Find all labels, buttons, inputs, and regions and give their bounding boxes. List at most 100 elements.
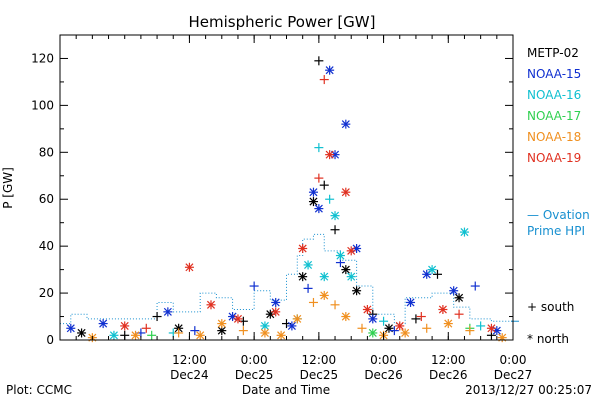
data-point-noaa-16-south — [325, 194, 335, 204]
data-point-noaa-15-north — [368, 314, 378, 324]
data-point-noaa-16-north — [427, 265, 437, 275]
x-tick-label-date: Dec26 — [364, 368, 403, 382]
data-point-noaa-16-north — [303, 260, 313, 270]
data-point-noaa-19-north — [271, 307, 281, 317]
y-axis-label: P [GW] — [1, 167, 15, 209]
legend-item-metp-02: METP-02 — [527, 46, 579, 60]
data-point-noaa-15-north — [449, 286, 459, 296]
data-point-noaa-19-north — [395, 321, 405, 331]
data-point-noaa-19-south — [314, 173, 324, 183]
data-point-noaa-19-north — [184, 262, 194, 272]
data-point-noaa-18-north — [131, 330, 140, 340]
data-point-metp-02-south — [319, 180, 329, 190]
data-point-noaa-15-north — [287, 321, 297, 331]
data-point-noaa-16-north — [335, 251, 345, 261]
data-point-noaa-16-north — [319, 272, 329, 282]
data-point-noaa-18-north — [319, 290, 329, 300]
x-axis-label: Date and Time — [242, 383, 330, 397]
data-point-noaa-15-north — [341, 119, 351, 129]
data-point-noaa-18-south — [308, 297, 318, 307]
x-tick-label-date: Dec27 — [494, 368, 533, 382]
data-point-noaa-18-south — [174, 328, 184, 338]
data-point-noaa-19-north — [362, 305, 372, 314]
data-point-noaa-19-north — [346, 246, 356, 256]
data-point-metp-02-south — [330, 225, 340, 235]
data-point-metp-02-south — [314, 56, 324, 66]
legend-south-marker: + south — [527, 300, 574, 314]
data-point-metp-02-south — [152, 312, 162, 322]
data-point-noaa-19-north — [486, 323, 496, 333]
data-point-noaa-15-south — [303, 283, 313, 293]
data-point-noaa-19-south — [416, 312, 426, 322]
data-point-noaa-19-north — [120, 321, 130, 331]
data-point-noaa-16-north — [459, 227, 469, 237]
data-point-noaa-19-south — [141, 323, 151, 333]
x-tick-label-time: 12:00 — [302, 353, 337, 367]
x-tick-label-date: Dec24 — [170, 368, 209, 382]
y-tick-label: 120 — [31, 51, 54, 65]
data-point-noaa-19-north — [233, 314, 243, 324]
data-point-noaa-16-north — [346, 272, 356, 282]
y-tick-label: 60 — [39, 192, 54, 206]
data-point-noaa-18-south — [465, 326, 475, 336]
data-point-noaa-15-south — [389, 326, 399, 336]
y-tick-label: 20 — [39, 286, 54, 300]
y-tick-label: 0 — [46, 333, 54, 347]
data-point-noaa-18-north — [443, 319, 453, 329]
data-point-noaa-19-north — [325, 150, 335, 160]
chart-title: Hemispheric Power [GW] — [189, 13, 376, 31]
y-tick-label: 100 — [31, 98, 54, 112]
x-tick-label-time: 12:00 — [431, 353, 466, 367]
data-point-noaa-18-north — [217, 319, 227, 329]
x-tick-label-date: Dec25 — [235, 368, 274, 382]
legend: METP-02 NOAA-15 NOAA-16 NOAA-17 NOAA-18 NOAA-… — [527, 46, 581, 165]
data-point-metp-02-north — [298, 272, 308, 282]
data-point-noaa-18-south — [357, 323, 367, 333]
data-point-noaa-18-north — [276, 330, 286, 340]
data-point-noaa-18-north — [400, 328, 410, 338]
x-tick-label-time: 12:00 — [172, 353, 207, 367]
data-point-metp-02-north — [384, 323, 394, 333]
data-point-metp-02-south — [433, 269, 442, 279]
data-point-noaa-16-south — [314, 143, 324, 153]
data-point-noaa-17-north — [368, 328, 378, 338]
data-point-noaa-19-north — [298, 244, 308, 253]
data-point-noaa-15-south — [470, 281, 480, 291]
data-point-noaa-15-north — [66, 323, 76, 333]
data-point-noaa-16-south — [476, 321, 486, 331]
data-point-noaa-18-north — [497, 333, 507, 343]
data-points-layer — [66, 56, 507, 343]
data-point-metp-02-north — [217, 326, 227, 336]
data-point-noaa-16-north — [330, 211, 340, 221]
legend-ovation-line1: — Ovation — [527, 208, 590, 222]
data-point-noaa-15-north — [271, 297, 281, 307]
legend-item-noaa-16: NOAA-16 — [527, 88, 581, 102]
data-point-metp-02-north — [454, 293, 464, 303]
data-point-noaa-15-south — [249, 281, 259, 291]
data-point-noaa-15-north — [314, 204, 324, 214]
data-point-noaa-19-north — [206, 300, 216, 310]
legend-north-marker: * north — [527, 332, 569, 346]
data-point-metp-02-north — [341, 265, 351, 275]
data-point-noaa-17-south — [147, 330, 157, 340]
data-point-noaa-18-south — [238, 326, 248, 336]
data-point-noaa-15-north — [325, 65, 335, 75]
data-point-noaa-18-south — [330, 300, 340, 310]
x-tick-label-time: 0:00 — [241, 353, 268, 367]
legend-ovation-line2: Prime HPI — [527, 224, 585, 238]
data-point-noaa-18-north — [260, 328, 270, 338]
data-point-noaa-15-south — [190, 326, 200, 336]
data-point-noaa-19-south — [319, 75, 329, 85]
data-point-metp-02-north — [308, 197, 318, 207]
data-point-noaa-16-south — [379, 316, 389, 326]
x-tick-label-time: 0:00 — [370, 353, 397, 367]
footer-timestamp: 2013/12/27 00:25:07 — [465, 383, 592, 397]
data-point-noaa-15-north — [406, 297, 416, 307]
data-point-noaa-18-north — [292, 314, 302, 324]
data-point-noaa-19-south — [454, 309, 464, 319]
legend-item-noaa-18: NOAA-18 — [527, 130, 581, 144]
data-point-noaa-18-north — [341, 312, 351, 322]
data-point-noaa-15-north — [308, 187, 318, 197]
data-point-noaa-16-north — [109, 330, 119, 340]
